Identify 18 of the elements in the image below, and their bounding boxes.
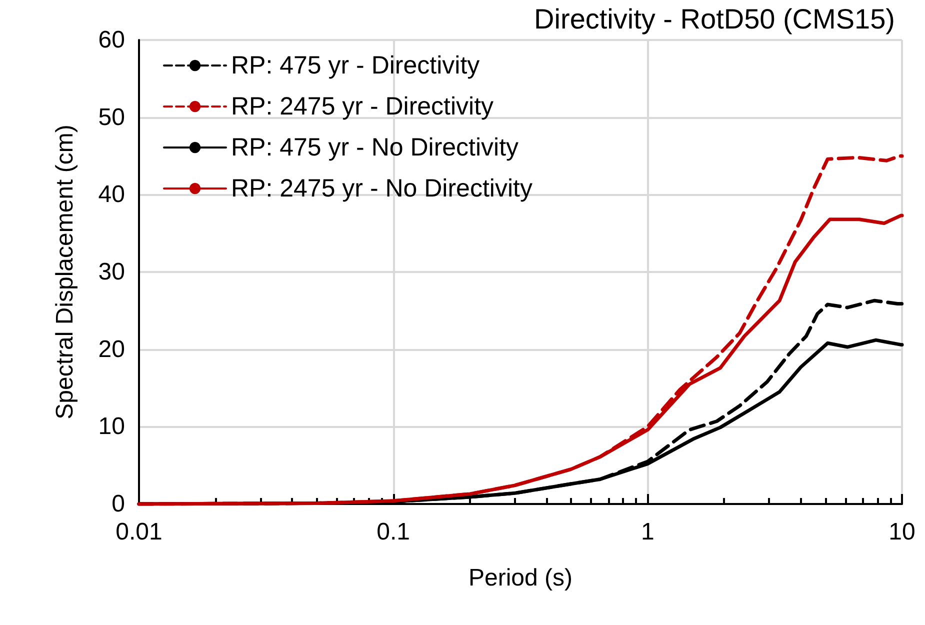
y-tick-label: 60: [98, 26, 125, 54]
x-tick-label: 0.1: [376, 518, 410, 546]
y-tick-label: 20: [98, 336, 125, 363]
x-tick-label: 0.01: [116, 518, 162, 546]
y-axis-title: Spectral Displacement (cm): [52, 124, 78, 420]
x-axis-title: Period (s): [468, 564, 573, 592]
x-tick-label: 1: [640, 518, 654, 546]
y-tick-label: 10: [98, 413, 125, 440]
y-tick-label: 40: [98, 181, 125, 208]
legend-label: RP: 475 yr - Directivity: [231, 52, 480, 80]
y-tick-label: 30: [98, 258, 125, 286]
legend-label: RP: 2475 yr - No Directivity: [231, 174, 533, 202]
y-tick-label: 50: [98, 104, 125, 131]
x-tick-label: 10: [888, 518, 916, 546]
chart-title: Directivity - RotD50 (CMS15): [534, 4, 895, 34]
legend-label: RP: 475 yr - No Directivity: [231, 134, 520, 162]
y-tick-label: 0: [112, 490, 125, 518]
legend-label: RP: 2475 yr - Directivity: [231, 92, 494, 120]
